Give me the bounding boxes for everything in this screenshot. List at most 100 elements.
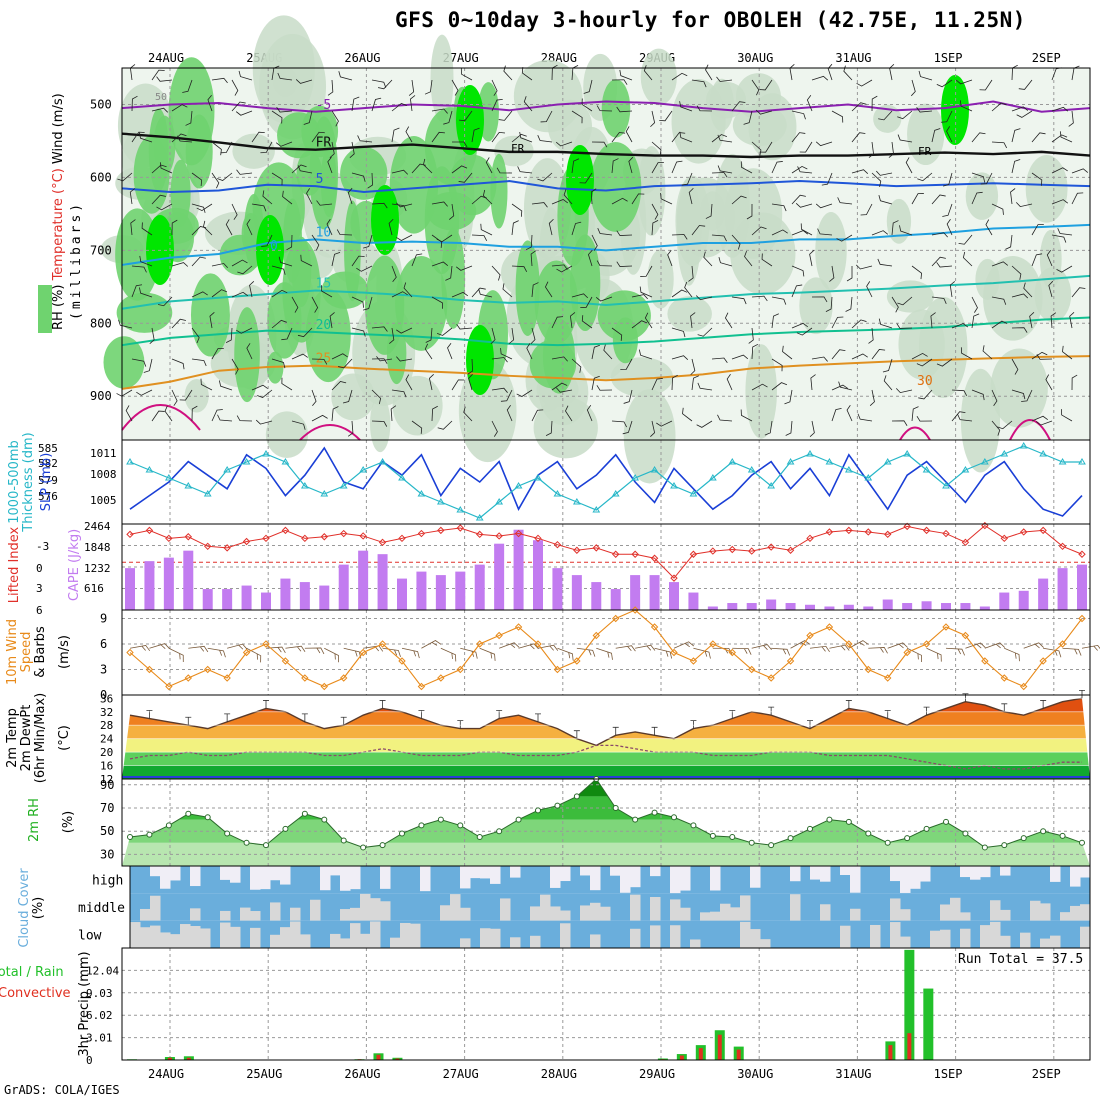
wind-barb — [311, 234, 320, 251]
wind-barb — [796, 327, 813, 336]
top-date-label: 31AUG — [835, 51, 871, 65]
wind-barb-stroke — [705, 64, 713, 81]
wind-barb-stroke — [619, 69, 633, 81]
wind-barb — [1031, 253, 1043, 267]
wind-barb-stroke — [297, 327, 313, 338]
wind-barb — [897, 134, 913, 143]
wind-barb-stroke — [545, 420, 553, 437]
wind-barb — [211, 289, 228, 298]
surface-wind-barb-stroke — [1004, 647, 1020, 662]
cape-bar — [280, 578, 291, 610]
wind-barb — [905, 157, 913, 174]
rh-marker — [535, 807, 541, 814]
cloud-cell — [340, 938, 351, 948]
li-marker — [748, 547, 756, 555]
li-marker — [1020, 528, 1028, 536]
cloud-cell — [950, 897, 961, 921]
wind-barb-stroke — [1056, 265, 1073, 273]
wind-barb — [991, 320, 1008, 329]
wind-barb — [681, 172, 693, 186]
rh-region-pale — [886, 280, 934, 313]
wind-barb — [331, 252, 341, 267]
cloud-cell — [870, 924, 881, 948]
thickness-marker — [203, 490, 212, 497]
cape-bar — [494, 543, 505, 610]
wind-barb-stroke — [936, 358, 953, 367]
wind-barb-stroke — [196, 203, 213, 212]
bottom-date-label: 26AUG — [344, 1067, 380, 1081]
wind-barb-stroke — [616, 230, 633, 236]
wind-barb-stroke — [838, 381, 853, 391]
wind-barb-stroke — [895, 388, 913, 394]
wind-barb — [391, 103, 407, 112]
wind-barb-stroke — [911, 265, 923, 280]
wind-barb — [159, 162, 173, 174]
wind-barb-stroke — [349, 141, 355, 158]
wind-barb-stroke — [571, 221, 582, 236]
rh-region-pale — [265, 411, 309, 458]
li-marker — [165, 534, 173, 543]
wind-barb — [591, 141, 608, 148]
cloud-cell — [650, 925, 661, 948]
wind-barb — [940, 110, 953, 123]
wind-barb-stroke — [836, 234, 853, 242]
wind-barb-stroke — [688, 265, 694, 282]
li-marker — [1058, 542, 1067, 551]
rh-marker — [418, 822, 425, 829]
wind-barb-stroke — [371, 389, 382, 405]
cloud-cell — [250, 927, 261, 948]
wind-barb — [171, 318, 186, 329]
thickness-ytick-label: 582 — [38, 457, 58, 470]
li-marker — [476, 530, 484, 539]
wind-barb — [251, 203, 267, 212]
wind-barb-stroke — [303, 110, 313, 125]
surface-wind-barb-stroke — [129, 644, 151, 652]
thickness-marker — [786, 458, 795, 465]
wind-barb-stroke — [143, 358, 153, 373]
wind-barb — [349, 141, 355, 158]
wind-barb-stroke — [671, 132, 686, 143]
surface-wind-barb-stroke — [304, 647, 325, 655]
cloud-cell — [650, 896, 661, 921]
wind-barb — [959, 100, 973, 112]
wind-barb — [447, 342, 453, 360]
rh-region-pale — [430, 34, 454, 122]
page-title: GFS 0~10day 3-hourly for OBOLEH (42.75E,… — [395, 8, 1026, 32]
thickness-marker — [1019, 442, 1028, 449]
wind-barb-stroke — [891, 296, 899, 313]
wind-barb-stroke — [551, 316, 564, 329]
wind-barb-stroke — [388, 218, 394, 236]
wind-barb — [837, 197, 853, 205]
wind-barb-stroke — [191, 291, 208, 298]
wind-barb-stroke — [829, 265, 835, 282]
wind-barb — [171, 133, 187, 143]
wind-barb-stroke — [471, 234, 488, 241]
precip-ylabel: 3hr Precip (mm) — [77, 951, 92, 1056]
wind-barb-stroke — [251, 384, 268, 391]
wind-barb-stroke — [411, 253, 423, 267]
rh-marker — [573, 793, 580, 800]
thickness-ytick-label: 585 — [38, 442, 58, 455]
cloud-row-label: middle — [78, 901, 125, 916]
wind-barb-stroke — [591, 375, 600, 391]
rh-marker — [612, 805, 619, 811]
wind-barb-stroke — [211, 409, 223, 422]
wind-barb — [611, 327, 623, 341]
cloud-cell — [590, 902, 601, 921]
cloud-cell — [840, 866, 851, 876]
wind-barb — [724, 312, 733, 329]
cape-bar — [358, 550, 369, 610]
wind-barb-stroke — [791, 165, 808, 174]
temp-ylabel: (6hr Min/Max) — [33, 693, 48, 783]
surface-wind-barb — [1062, 647, 1082, 656]
wind-barb-stroke — [179, 389, 193, 401]
wind-barb-stroke — [1048, 280, 1054, 298]
wind-barb — [436, 234, 453, 243]
wind-barb — [936, 79, 953, 88]
wind-barb — [218, 380, 233, 391]
wind-barb-stroke — [785, 420, 793, 436]
cape-bar — [299, 582, 310, 610]
wind-barb-stroke — [1051, 106, 1069, 112]
wind-barb-stroke — [351, 172, 366, 182]
wind-barb — [331, 110, 339, 127]
